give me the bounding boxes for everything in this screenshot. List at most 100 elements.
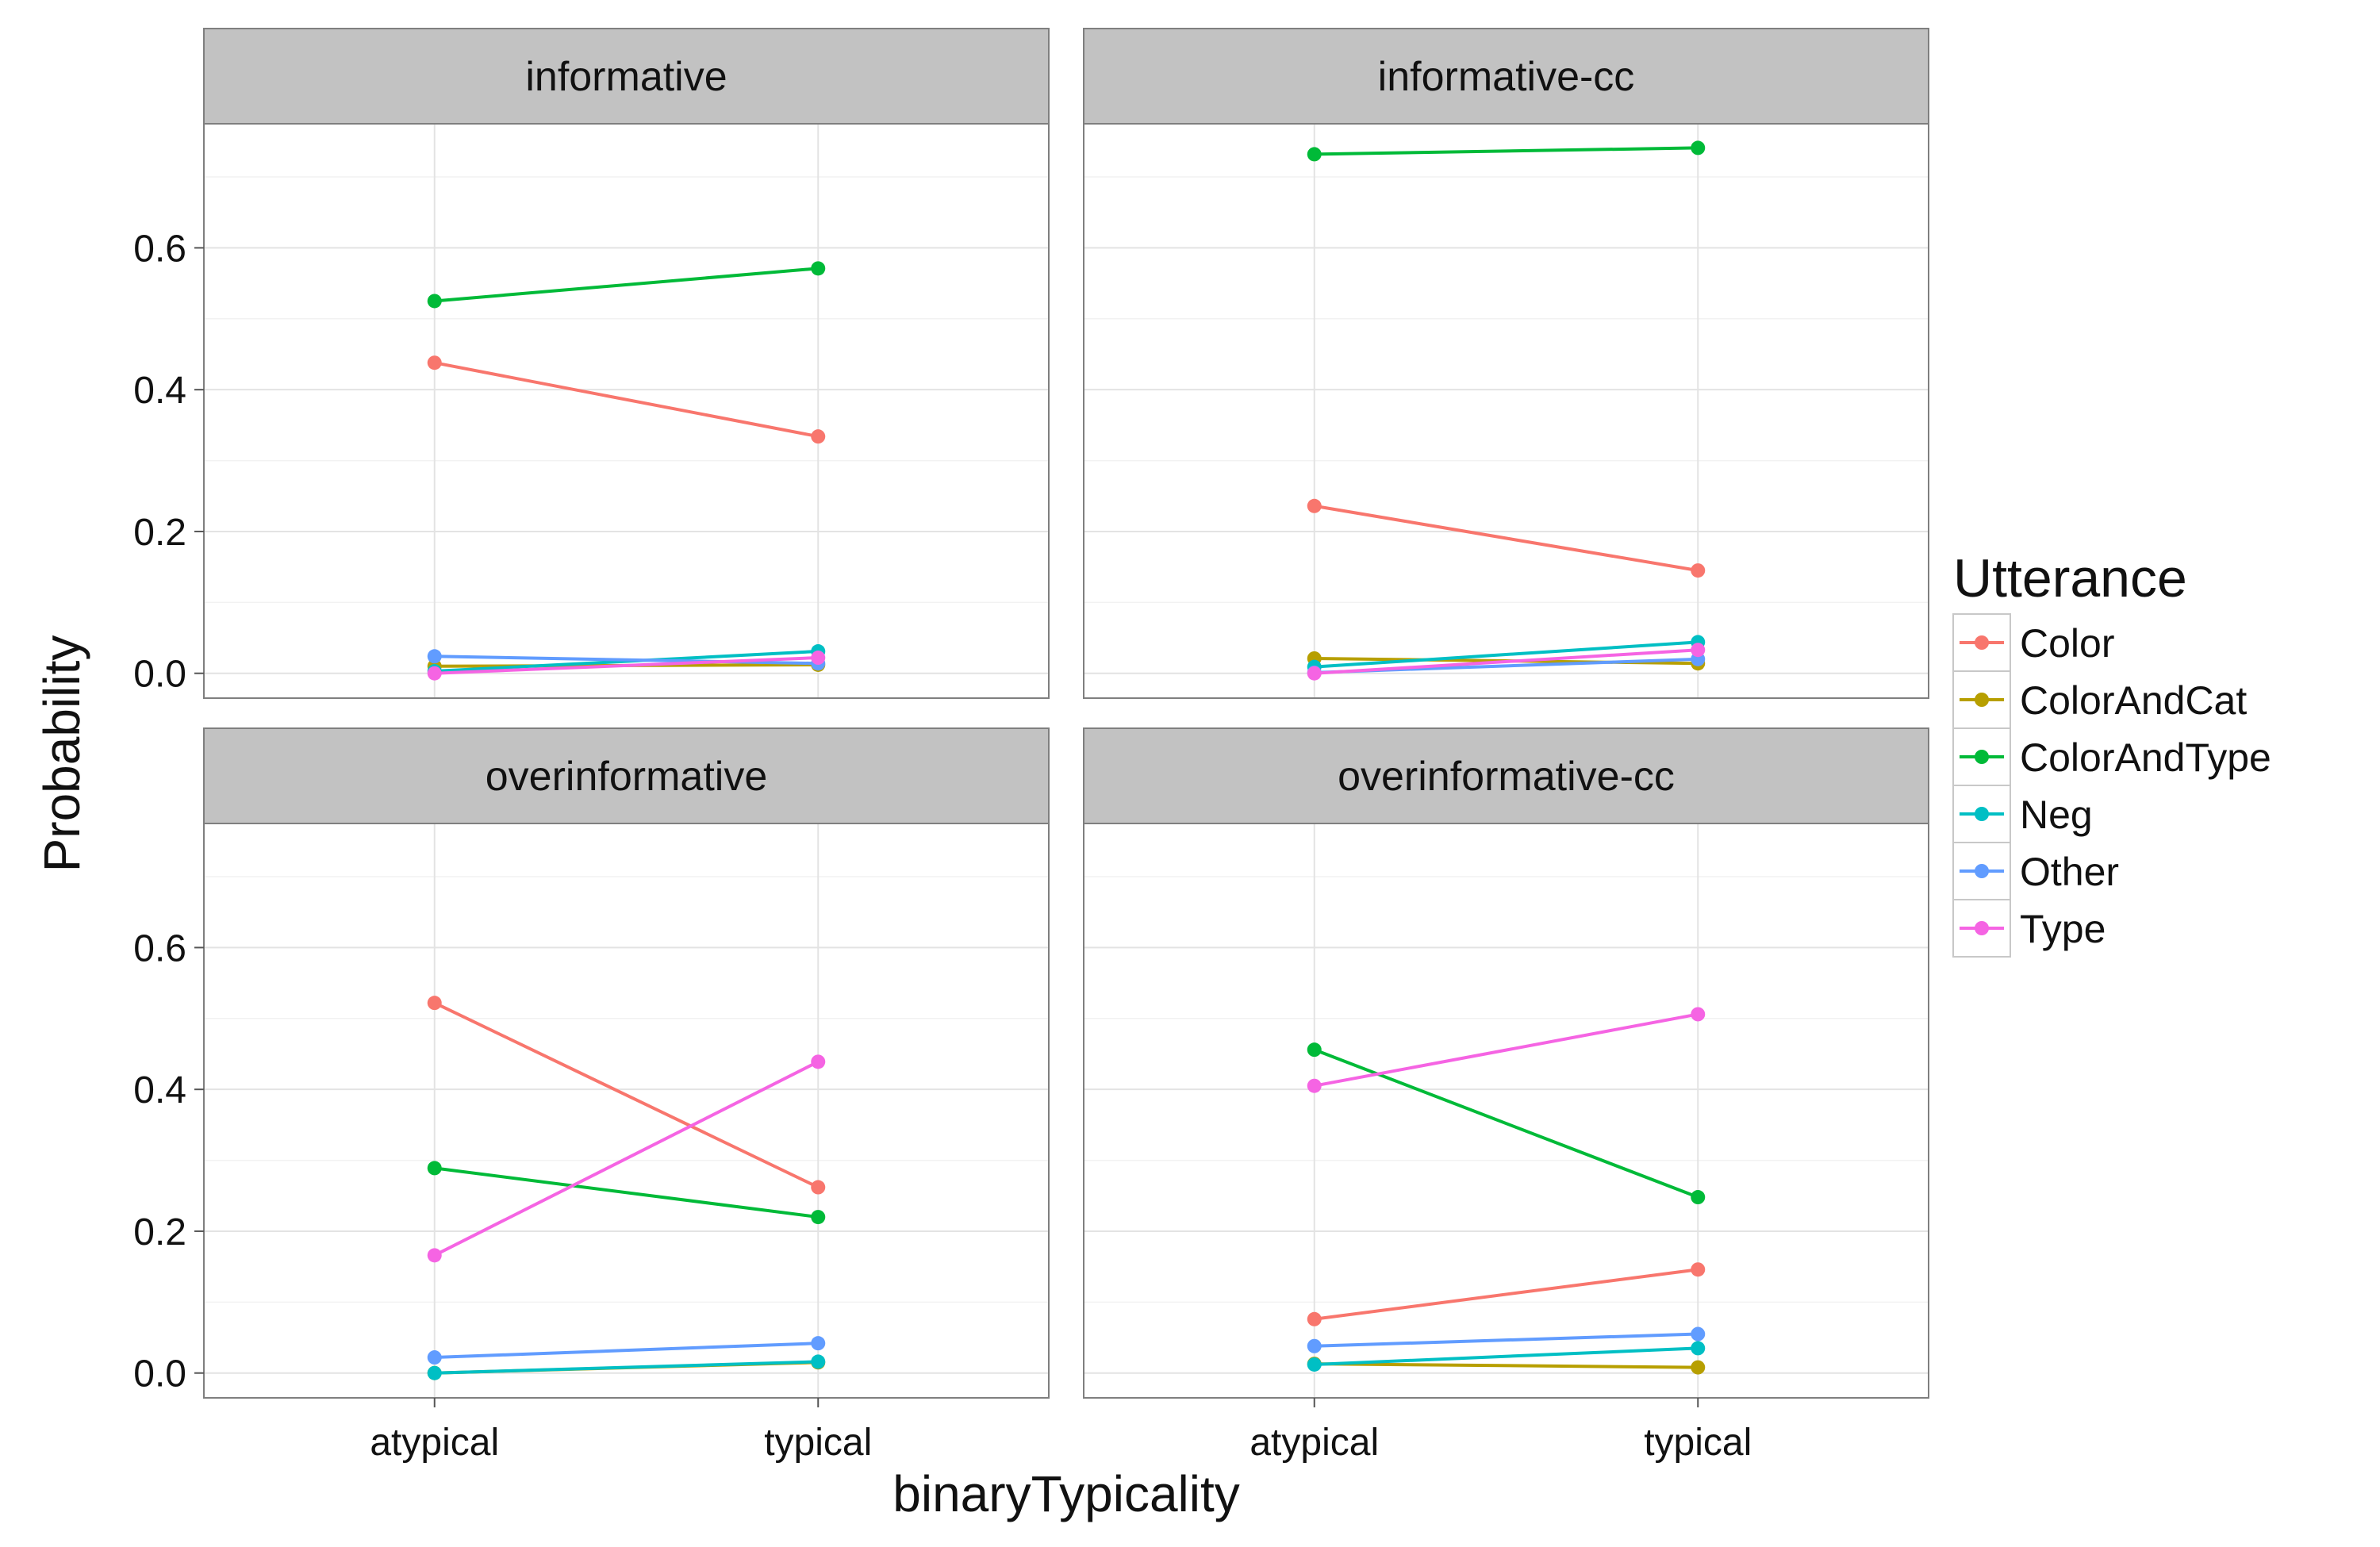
data-point-Type — [1307, 666, 1322, 681]
panel-overinformative-cc: overinformative-cc — [1083, 727, 1929, 1399]
series-line-Neg — [1314, 1346, 1699, 1366]
data-point-Type — [811, 1054, 826, 1069]
y-tick-label: 0.4 — [133, 1069, 186, 1111]
data-point-Other — [1307, 1338, 1322, 1353]
data-point-Other — [427, 1350, 442, 1365]
legend-label: Color — [2020, 621, 2114, 666]
series-line-Other — [434, 654, 819, 666]
series-line-Color — [1314, 1268, 1699, 1321]
data-point-Type — [1691, 643, 1706, 658]
series-line-ColorAndType — [1314, 146, 1699, 156]
legend-label: Other — [2020, 850, 2119, 894]
data-point-Other — [811, 1336, 826, 1351]
data-point-Other — [1691, 1326, 1706, 1342]
data-point-Color — [1307, 1311, 1322, 1326]
data-point-Type — [1307, 1078, 1322, 1093]
panel-border — [203, 123, 1050, 699]
series-line-Other — [434, 1342, 819, 1360]
x-tick-label: atypical — [1250, 1422, 1379, 1464]
legend-label: Neg — [2020, 793, 2093, 837]
data-point-ColorAndType — [811, 1210, 826, 1225]
y-axis-layer: 0.0 0.2 0.4 0.6 0.0 0.2 0.4 0.6 — [133, 228, 204, 1395]
data-point-ColorAndCat — [1691, 1360, 1706, 1375]
y-tick-label: 0.4 — [133, 370, 186, 412]
legend-label: ColorAndType — [2020, 735, 2271, 780]
x-axis-title: binaryTypicality — [892, 1465, 1240, 1522]
panel-overinformative: overinformative — [203, 727, 1050, 1399]
legend-key-point — [1975, 635, 1989, 650]
data-point-Type — [1691, 1007, 1706, 1022]
legend: Utterance Color ColorAndCat ColorAndType Neg… — [1952, 548, 2271, 958]
panel-border — [203, 823, 1050, 1399]
plot-background — [204, 823, 1049, 1398]
data-point-Color — [427, 355, 442, 370]
panel-border — [1083, 123, 1929, 699]
panel-informative: informative — [203, 28, 1050, 699]
panel-informative-cc: informative-cc — [1083, 28, 1929, 699]
data-point-Type — [427, 666, 442, 681]
x-tick-label: atypical — [370, 1422, 499, 1464]
x-tick-label: typical — [764, 1422, 872, 1464]
y-axis-title: Probability — [33, 635, 90, 873]
data-point-Color — [1307, 498, 1322, 513]
legend-key-point — [1975, 693, 1989, 707]
legend-key-point — [1975, 864, 1989, 878]
data-point-ColorAndType — [1307, 147, 1322, 162]
legend-item-Neg: Neg — [1952, 785, 2093, 843]
legend-item-ColorAndCat: ColorAndCat — [1952, 670, 2247, 729]
strip-label: informative-cc — [1378, 54, 1635, 100]
series-line-Color — [434, 361, 819, 439]
plot-background — [1084, 124, 1929, 698]
data-point-ColorAndType — [1307, 1042, 1322, 1058]
series-line-Type — [433, 1060, 820, 1257]
data-point-ColorAndType — [427, 1161, 442, 1176]
strip-label: informative — [525, 54, 727, 100]
series-line-Type — [1314, 1012, 1699, 1088]
data-point-ColorAndType — [1691, 1190, 1706, 1205]
data-point-Type — [427, 1248, 442, 1263]
y-tick-label: 0.6 — [133, 228, 186, 270]
y-tick-label: 0.6 — [133, 927, 186, 969]
plot-background — [1084, 823, 1929, 1398]
legend-item-Type: Type — [1952, 899, 2106, 958]
y-tick-label: 0.2 — [133, 1211, 186, 1253]
data-point-Color — [427, 996, 442, 1011]
series-line-ColorAndCat — [1314, 1362, 1699, 1369]
data-point-Other — [427, 649, 442, 664]
legend-item-Color: Color — [1952, 613, 2114, 672]
legend-title: Utterance — [1953, 548, 2187, 608]
legend-label: ColorAndCat — [2020, 678, 2247, 723]
legend-item-ColorAndType: ColorAndType — [1952, 727, 2271, 786]
series-line-Neg — [434, 1360, 819, 1375]
y-tick-label: 0.0 — [133, 1353, 186, 1395]
data-point-Neg — [1307, 1357, 1322, 1372]
data-point-ColorAndType — [427, 294, 442, 309]
data-point-Type — [811, 651, 826, 666]
strip-background — [1083, 727, 1929, 824]
data-point-Color — [1691, 1262, 1706, 1277]
series-line-Other — [1314, 1332, 1699, 1348]
data-point-Color — [1691, 563, 1706, 578]
strip-background — [203, 727, 1050, 824]
series-line-ColorAndType — [434, 1166, 819, 1219]
strip-label: overinformative — [486, 754, 767, 800]
panel-border — [1083, 823, 1929, 1399]
data-point-Neg — [1691, 1341, 1706, 1356]
data-point-Neg — [427, 1365, 442, 1380]
series-line-Type — [434, 656, 819, 675]
series-line-ColorAndType — [434, 267, 819, 303]
strip-background — [1083, 28, 1929, 125]
series-line-Color — [1314, 504, 1699, 573]
legend-label: Type — [2020, 907, 2106, 951]
legend-item-Other: Other — [1952, 842, 2119, 900]
series-line-Color — [433, 1001, 820, 1189]
data-point-Color — [811, 429, 826, 444]
legend-key-point — [1975, 807, 1989, 821]
series-line-Type — [1314, 648, 1699, 675]
data-point-ColorAndType — [1691, 140, 1706, 155]
data-point-Color — [811, 1180, 826, 1195]
data-point-Neg — [811, 1354, 826, 1369]
strip-background — [203, 28, 1050, 125]
y-tick-label: 0.2 — [133, 512, 186, 554]
